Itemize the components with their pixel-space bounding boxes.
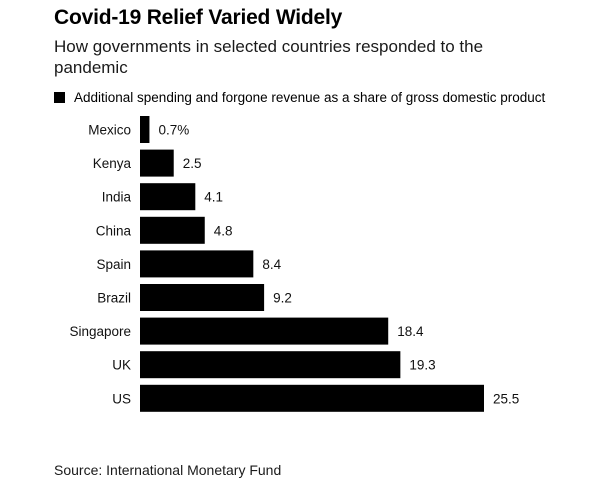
bar-us xyxy=(140,384,484,412)
category-label-kenya: Kenya xyxy=(93,156,132,171)
chart-subtitle: How governments in selected countries re… xyxy=(54,37,484,77)
category-label-china: China xyxy=(96,223,132,238)
value-label-india: 4.1 xyxy=(204,190,223,205)
category-label-brazil: Brazil xyxy=(97,291,131,306)
chart-title: Covid-19 Relief Varied Widely xyxy=(54,6,343,29)
bar-mexico xyxy=(140,116,150,143)
category-label-singapore: Singapore xyxy=(69,324,131,339)
value-label-singapore: 18.4 xyxy=(397,324,424,339)
legend-label: Additional spending and forgone revenue … xyxy=(74,90,546,105)
bar-china xyxy=(140,216,205,244)
category-label-us: US xyxy=(112,391,131,406)
category-label-spain: Spain xyxy=(96,257,131,272)
bar-uk xyxy=(140,351,401,379)
legend-swatch xyxy=(54,92,65,103)
category-label-uk: UK xyxy=(112,358,131,373)
value-label-spain: 8.4 xyxy=(262,257,281,272)
value-label-mexico: 0.7% xyxy=(158,123,189,138)
value-label-brazil: 9.2 xyxy=(273,291,292,306)
legend: Additional spending and forgone revenue … xyxy=(54,90,545,105)
bar-brazil xyxy=(140,284,265,311)
value-label-china: 4.8 xyxy=(214,223,233,238)
bar-singapore xyxy=(140,317,389,345)
bar-kenya xyxy=(140,149,174,177)
source-note: Source: International Monetary Fund xyxy=(54,462,282,478)
bar-spain xyxy=(140,250,254,278)
value-label-uk: 19.3 xyxy=(409,358,435,373)
bar-india xyxy=(140,183,196,211)
value-label-us: 25.5 xyxy=(493,391,519,406)
value-label-kenya: 2.5 xyxy=(183,156,202,171)
category-label-mexico: Mexico xyxy=(88,123,131,138)
category-label-india: India xyxy=(102,190,132,205)
